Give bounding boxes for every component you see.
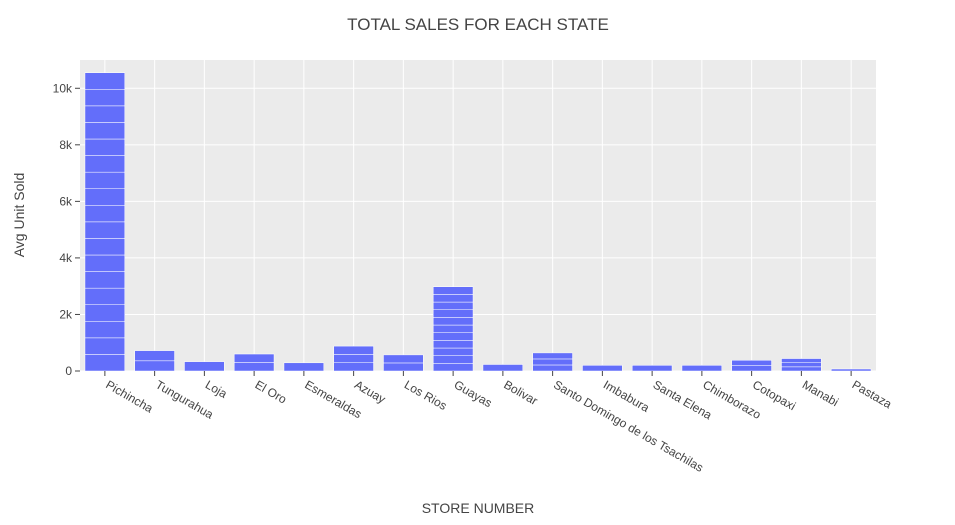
bar-segment	[233, 353, 275, 363]
bar-segment	[781, 358, 822, 363]
bar-bolivar[interactable]	[482, 364, 524, 372]
bar-segment	[84, 354, 126, 372]
bar-segment	[134, 360, 175, 372]
bar-guayas[interactable]	[432, 286, 474, 372]
bar-segment	[731, 365, 772, 372]
x-tick-label: Guayas	[452, 377, 495, 410]
bar-segment	[184, 361, 225, 372]
bar-segment	[631, 365, 673, 372]
bar-segment	[432, 324, 474, 333]
y-tick-label: 6k	[59, 194, 73, 208]
bar-segment	[333, 345, 374, 355]
x-tick-label: Manabi	[800, 377, 841, 409]
x-tick-label: Los Rios	[402, 377, 449, 412]
y-tick-label: 0	[65, 364, 72, 378]
x-tick-label: Azuay	[352, 377, 388, 406]
bar-segment	[432, 332, 474, 341]
bar-cotopaxi[interactable]	[731, 360, 772, 372]
bar-segment	[84, 138, 126, 156]
plot-background	[80, 60, 876, 371]
bar-segment	[84, 304, 126, 322]
bar-tungurahua[interactable]	[134, 350, 175, 372]
bar-segment	[432, 340, 474, 349]
y-tick-label: 8k	[59, 138, 73, 152]
y-tick-label: 4k	[59, 251, 73, 265]
bar-segment	[84, 155, 126, 173]
bar-los-rios[interactable]	[383, 354, 424, 372]
bar-segment	[84, 254, 126, 272]
bar-santa-elena[interactable]	[631, 365, 673, 372]
bar-pastaza[interactable]	[830, 368, 872, 372]
bar-segment	[333, 354, 374, 363]
bar-segment	[84, 287, 126, 305]
y-tick-label: 2k	[59, 307, 73, 321]
y-axis-ticks: 0 2k 4k 6k 8k 10k	[53, 81, 80, 378]
bar-chimborazo[interactable]	[681, 365, 723, 372]
bar-segment	[582, 365, 623, 372]
x-tick-label: Pichincha	[103, 377, 155, 415]
bar-segment	[84, 105, 126, 123]
bar-segment	[84, 205, 126, 223]
bar-segment	[432, 309, 474, 318]
bar-segment	[233, 362, 275, 372]
bar-segment	[84, 72, 126, 90]
bar-segment	[383, 362, 424, 372]
bar-segment	[781, 362, 822, 368]
chart-title: TOTAL SALES FOR EACH STATE	[347, 15, 609, 34]
bar-segment	[84, 171, 126, 189]
x-tick-label: El Oro	[253, 377, 290, 406]
bar-segment	[383, 354, 424, 364]
bar-segment	[830, 368, 872, 372]
bar-segment	[532, 364, 573, 372]
bar-segment	[432, 363, 474, 372]
bar-azuay[interactable]	[333, 345, 374, 372]
y-axis-title: Avg Unit Sold	[11, 173, 27, 258]
bar-segment	[432, 317, 474, 326]
y-tick-label: 10k	[53, 81, 73, 95]
bar-segment	[283, 362, 325, 372]
bar-segment	[482, 364, 524, 372]
bar-segment	[84, 188, 126, 206]
bar-segment	[532, 352, 573, 360]
x-tick-label: Pastaza	[850, 377, 895, 411]
bar-loja[interactable]	[184, 361, 225, 372]
bar-segment	[681, 365, 723, 372]
bar-segment	[532, 358, 573, 366]
bar-segment	[134, 350, 175, 362]
bar-segment	[84, 89, 126, 107]
bar-segment	[84, 321, 126, 339]
bar-segment	[84, 271, 126, 289]
bar-segment	[432, 355, 474, 364]
bar-el-oro[interactable]	[233, 353, 275, 372]
bar-imbabura[interactable]	[582, 365, 623, 372]
bar-segment	[84, 221, 126, 239]
bar-segment	[432, 286, 474, 295]
bar-segment	[781, 366, 822, 372]
x-tick-label: Loja	[203, 377, 230, 401]
bar-segment	[84, 122, 126, 140]
x-tick-label: Bolivar	[501, 377, 540, 407]
bar-segment	[731, 360, 772, 366]
bars-layer	[84, 72, 872, 372]
bar-segment	[84, 238, 126, 256]
bar-segment	[84, 337, 126, 355]
bar-segment	[432, 347, 474, 356]
x-axis-title: STORE NUMBER	[422, 500, 535, 516]
bar-manabi[interactable]	[781, 358, 822, 372]
bar-segment	[432, 294, 474, 303]
bar-esmeraldas[interactable]	[283, 362, 325, 372]
bar-pichincha[interactable]	[84, 72, 126, 372]
bar-segment	[432, 301, 474, 310]
bar-santo-domingo-de-los-tsachilas[interactable]	[532, 352, 573, 372]
bar-segment	[333, 362, 374, 372]
